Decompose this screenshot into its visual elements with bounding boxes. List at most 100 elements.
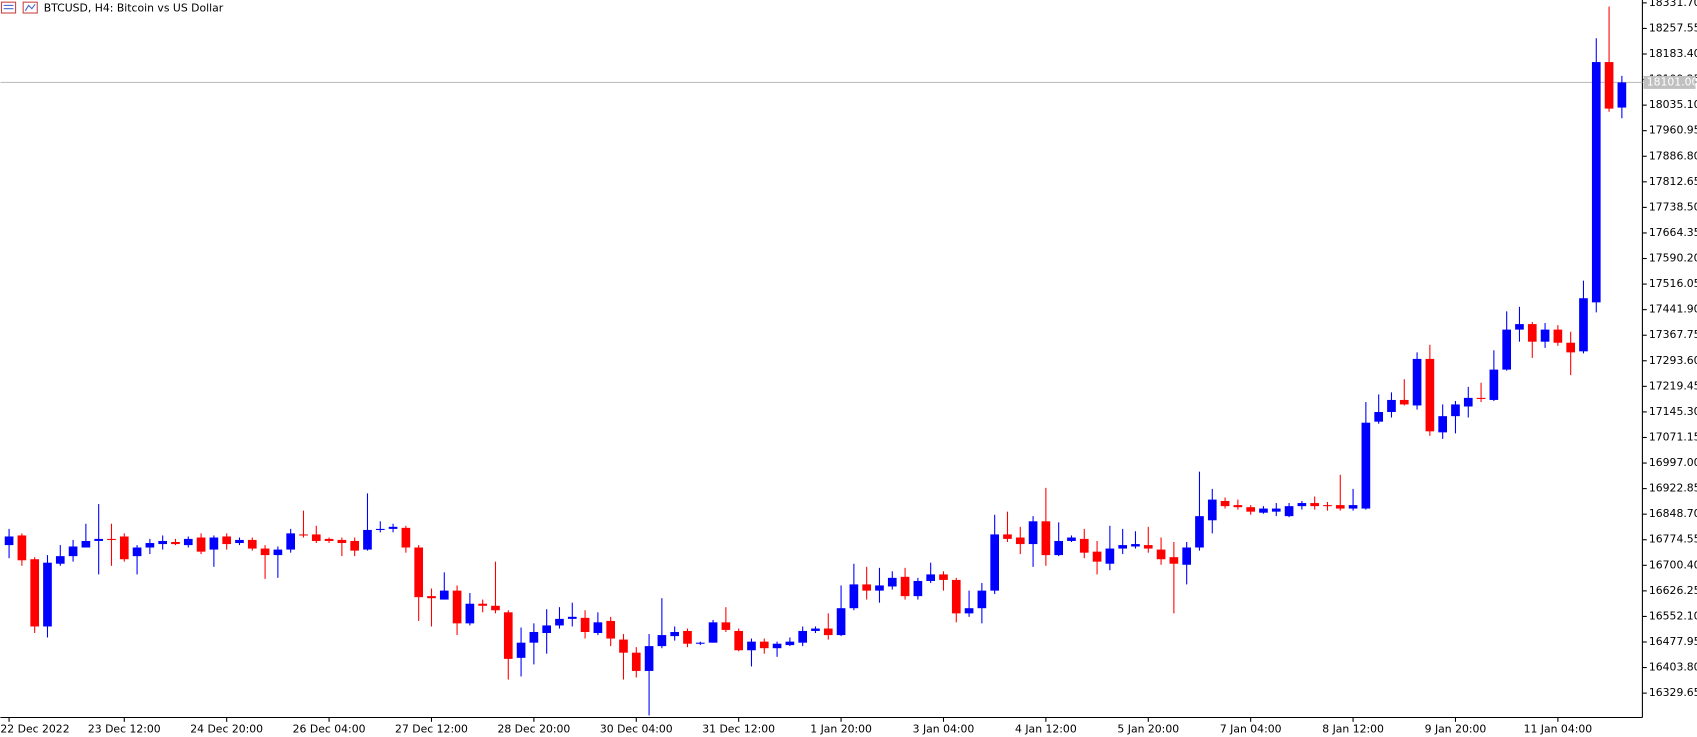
candle-body [1489, 369, 1499, 400]
y-tick-label: 17812.65 [1649, 175, 1697, 188]
candle-body [1054, 540, 1064, 556]
candle-body [1041, 521, 1051, 556]
y-tick-label: 16997.00 [1649, 456, 1697, 469]
y-tick-label: 17886.80 [1649, 149, 1697, 162]
candle-body [196, 537, 206, 552]
candle-body [964, 608, 974, 614]
x-tick-label: 24 Dec 20:00 [190, 722, 263, 735]
candle-body [1003, 534, 1012, 539]
candle-body [1566, 342, 1576, 353]
candle-body [926, 574, 936, 581]
candle-body [606, 620, 616, 639]
candle-body [1553, 329, 1563, 343]
candle-body [43, 562, 52, 627]
candle-body [183, 538, 193, 546]
candle-body [1015, 537, 1025, 545]
candle-body [1438, 416, 1448, 433]
candle-body [734, 630, 744, 651]
candle-body [529, 631, 539, 643]
candle-body [119, 536, 129, 560]
candle-body [1399, 399, 1409, 405]
candle-body [81, 540, 91, 548]
candle-body [939, 574, 948, 580]
chart-title: BTCUSD, H4: Bitcoin vs US Dollar [44, 2, 224, 15]
x-tick-label: 11 Jan 04:00 [1524, 722, 1593, 735]
candle-body [401, 527, 411, 548]
candle-body [1591, 62, 1601, 303]
candle-body [1156, 549, 1166, 560]
candle-body [683, 630, 692, 644]
candle-body [465, 603, 475, 624]
candle-body [1387, 399, 1396, 413]
candle-body [990, 534, 1000, 591]
candle-body [1105, 548, 1115, 564]
candle-body [1118, 545, 1128, 549]
candle-body [324, 538, 334, 541]
candle-body [1502, 329, 1512, 370]
candle-body [350, 540, 360, 551]
candle-body [759, 641, 769, 649]
x-tick-label: 31 Dec 12:00 [702, 722, 775, 735]
candle-body [1079, 538, 1089, 553]
candle-body [1195, 516, 1204, 548]
candle-body [862, 584, 872, 591]
x-tick-label: 28 Dec 20:00 [497, 722, 570, 735]
candle-body [299, 534, 308, 536]
y-tick-label: 17516.05 [1649, 277, 1697, 290]
candle-body [555, 618, 564, 626]
candle-body [772, 643, 782, 649]
y-tick-label: 18035.10 [1649, 98, 1697, 111]
y-tick-label: 16626.25 [1649, 584, 1697, 597]
candle-body [235, 539, 244, 544]
candle-body [1284, 506, 1294, 517]
symbol-icons [0, 1, 38, 14]
icon-line [24, 4, 36, 12]
candle-body [977, 590, 987, 609]
candle-body [1463, 397, 1473, 407]
x-tick-label: 7 Jan 04:00 [1220, 722, 1282, 735]
y-tick-label: 17590.20 [1649, 252, 1697, 265]
y-tick-label: 16848.70 [1649, 507, 1697, 520]
candle-body [1182, 547, 1192, 565]
candle-body [721, 622, 731, 630]
x-tick-label: 9 Jan 20:00 [1425, 722, 1487, 735]
candle-body [836, 608, 846, 636]
candle-body [337, 539, 347, 544]
candle-body [516, 642, 526, 658]
candle-body [388, 526, 398, 529]
candle-body [1233, 505, 1243, 508]
last-price-label: 18101.00 [1647, 75, 1697, 88]
candle-body [1579, 298, 1588, 352]
candle-body [286, 533, 296, 550]
x-tick-label: 3 Jan 04:00 [913, 722, 975, 735]
x-tick-label: 23 Dec 12:00 [88, 722, 161, 735]
candle-body [631, 652, 641, 671]
candle-body [1374, 412, 1384, 422]
candle-body [875, 585, 884, 591]
candle-body [1425, 358, 1435, 432]
y-tick-label: 16329.65 [1649, 686, 1697, 699]
candle-body [1092, 551, 1102, 562]
candle-body [1527, 324, 1537, 342]
candle-body [849, 584, 859, 609]
x-tick-label: 5 Jan 20:00 [1117, 722, 1179, 735]
candle-body [1297, 503, 1307, 507]
candle-body [823, 628, 833, 636]
candle-body [1310, 503, 1320, 507]
candle-body [1067, 537, 1076, 541]
candle-body [222, 536, 232, 545]
y-tick-label: 17738.50 [1649, 200, 1697, 213]
y-tick-label: 17219.45 [1649, 379, 1697, 392]
x-tick-label: 22 Dec 2022 [0, 722, 69, 735]
last-price-box [1643, 75, 1696, 89]
candle-body [1028, 521, 1038, 545]
candle-body [1169, 557, 1179, 564]
candle-body [209, 537, 219, 550]
candle-body [1131, 544, 1140, 547]
candle-body [567, 616, 577, 619]
candle-body [1476, 397, 1486, 399]
candle-body [798, 630, 808, 643]
candle-body [1335, 505, 1345, 509]
candle-body [132, 547, 142, 557]
